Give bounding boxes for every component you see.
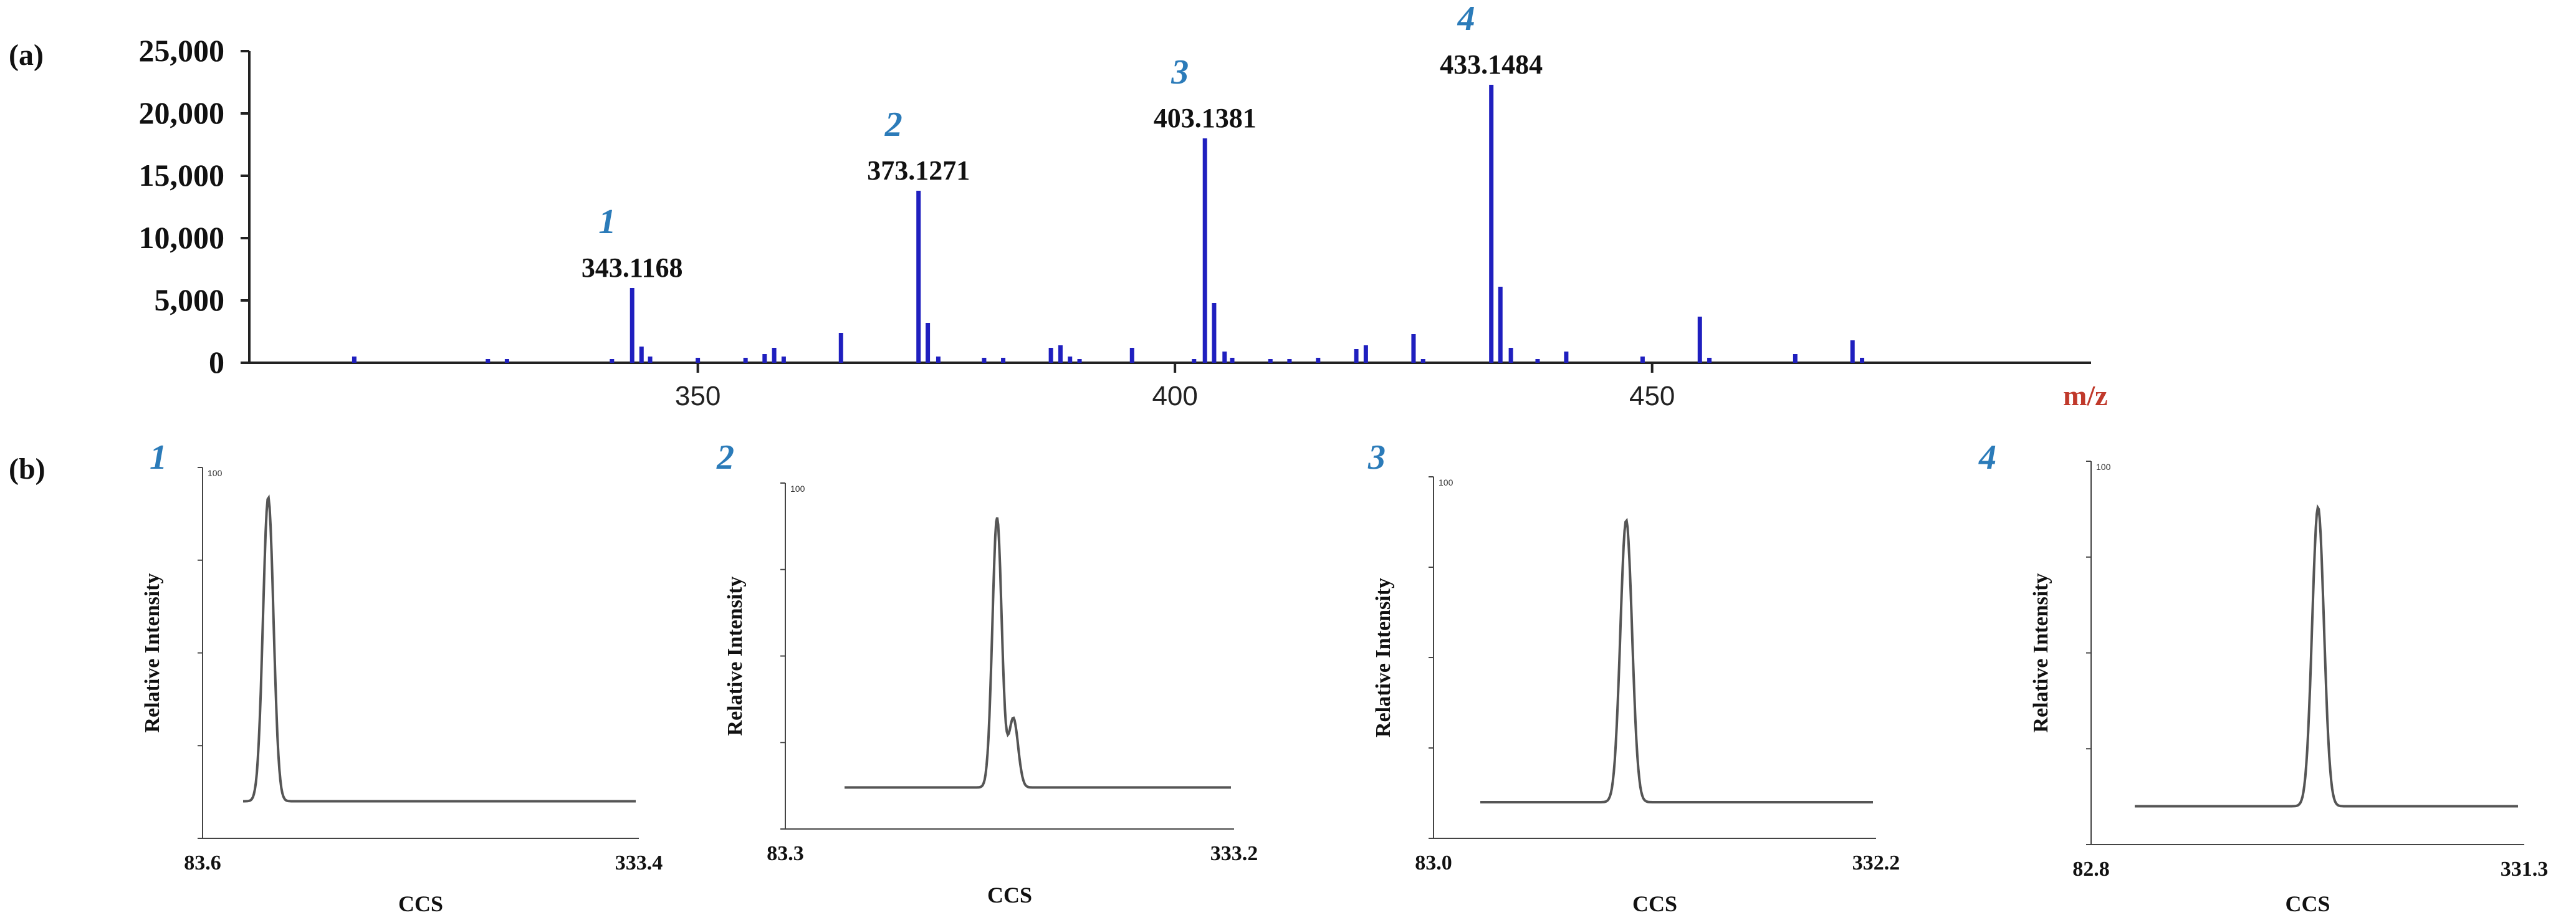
x-tick-label: 400 [1152, 381, 1197, 411]
peak-number-label: 1 [598, 203, 616, 241]
x-axis-title: CCS [987, 883, 1032, 908]
x-axis-label: m/z [2063, 380, 2108, 411]
y-tick-label: 15,000 [139, 158, 225, 193]
x-tick-label: 83.0 [1415, 851, 1452, 874]
x-tick-label: 333.4 [615, 851, 663, 874]
y-tick-label: 100 [208, 468, 223, 478]
mobility-trace [845, 517, 1231, 789]
subpanel-number: 1 [150, 438, 167, 477]
x-axis-title: CCS [2285, 891, 2330, 916]
spectrum-bars [352, 85, 1865, 363]
mobility-chart-4: 4 100 Relative Intensity 82.8 331.3 CCS [1978, 438, 2548, 916]
x-tick-label: 82.8 [2072, 858, 2110, 881]
mobility-panels: (b) 1 100 Relative Intensity 83.6 333.4 CCS 2 1… [9, 438, 2548, 916]
x-axis-title: CCS [398, 891, 443, 916]
peak-mz-label: 373.1271 [867, 155, 970, 186]
y-axis-title: Relative Intensity [2029, 573, 2052, 733]
mobility-trace [243, 494, 636, 803]
mobility-trace [1480, 517, 1873, 803]
subpanel-number: 4 [1978, 438, 1996, 477]
peak-mz-label: 403.1381 [1154, 103, 1257, 133]
mobility-trace [2135, 504, 2518, 808]
y-tick-label: 0 [209, 345, 224, 380]
x-tick-label: 450 [1629, 381, 1675, 411]
x-tick-label: 83.6 [184, 851, 221, 874]
peak-number-label: 2 [884, 105, 903, 144]
x-tick-label: 350 [675, 381, 721, 411]
y-axis-title: Relative Intensity [141, 573, 164, 733]
y-tick-label: 100 [790, 484, 805, 494]
y-tick-label: 100 [2096, 462, 2111, 472]
panel-label-a: (a) [9, 39, 44, 72]
peak-mz-label: 433.1484 [1440, 49, 1543, 80]
y-tick-label: 100 [1439, 477, 1453, 487]
subpanel-number: 2 [716, 438, 734, 477]
y-tick-group: 0 5,000 10,000 15,000 20,000 25,000 [139, 33, 249, 380]
peak-number-label: 3 [1171, 53, 1189, 92]
x-axis-title: CCS [1632, 891, 1677, 916]
subpanel-number: 3 [1367, 438, 1386, 477]
x-tick-label: 332.2 [1852, 851, 1900, 874]
y-axis-title: Relative Intensity [724, 577, 747, 736]
y-tick-label: 20,000 [139, 95, 225, 130]
x-tick-group: 350 400 450 [675, 363, 1675, 411]
peak-number-label: 4 [1457, 0, 1475, 38]
panel-label-b: (b) [9, 453, 45, 486]
x-tick-label: 83.3 [767, 842, 804, 865]
mobility-chart-2: 2 100 Relative Intensity 83.3 333.2 CCS [716, 438, 1258, 908]
mobility-chart-1: 1 100 Relative Intensity 83.6 333.4 CCS [141, 438, 663, 916]
mobility-chart-3: 3 100 Relative Intensity 83.0 332.2 CCS [1367, 438, 1900, 916]
x-tick-label: 331.3 [2501, 858, 2549, 881]
peak-label-group: 343.1168 1 373.1271 2 403.1381 3 433.1484 4 [582, 0, 1543, 283]
x-tick-label: 333.2 [1210, 842, 1258, 865]
y-tick-label: 5,000 [155, 282, 225, 317]
y-tick-label: 25,000 [139, 33, 225, 68]
y-axis-title: Relative Intensity [1372, 578, 1395, 737]
y-tick-label: 10,000 [139, 220, 225, 255]
peak-mz-label: 343.1168 [582, 252, 683, 283]
